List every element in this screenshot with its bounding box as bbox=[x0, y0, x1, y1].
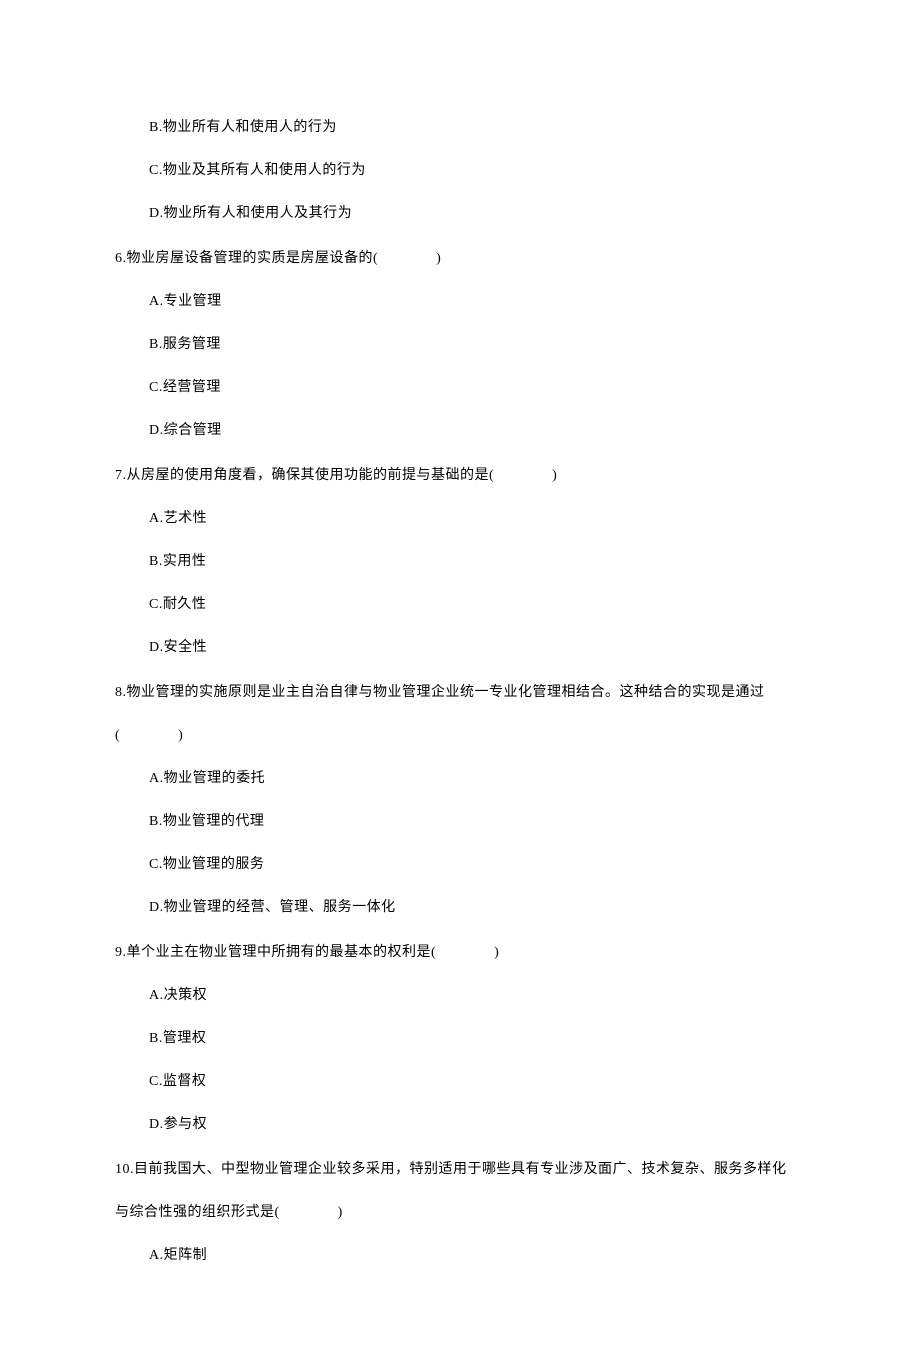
q6-option-c: C.经营管理 bbox=[149, 377, 805, 398]
q10-option-a: A.矩阵制 bbox=[149, 1245, 805, 1266]
q5-option-d: D.物业所有人和使用人及其行为 bbox=[149, 203, 805, 224]
q6-option-a: A.专业管理 bbox=[149, 291, 805, 312]
q8-stem: 8.物业管理的实施原则是业主自治自律与物业管理企业统一专业化管理相结合。这种结合… bbox=[115, 682, 805, 703]
q7-option-b: B.实用性 bbox=[149, 551, 805, 572]
q7-option-a: A.艺术性 bbox=[149, 508, 805, 529]
q6-option-d: D.综合管理 bbox=[149, 420, 805, 441]
q5-option-b: B.物业所有人和使用人的行为 bbox=[149, 117, 805, 138]
q9-option-c: C.监督权 bbox=[149, 1071, 805, 1092]
q5-option-c: C.物业及其所有人和使用人的行为 bbox=[149, 160, 805, 181]
q9-stem: 9.单个业主在物业管理中所拥有的最基本的权利是( ) bbox=[115, 942, 805, 963]
q10-stem-cont: 与综合性强的组织形式是( ) bbox=[115, 1202, 805, 1223]
q6-stem: 6.物业房屋设备管理的实质是房屋设备的( ) bbox=[115, 248, 805, 269]
q9-option-b: B.管理权 bbox=[149, 1028, 805, 1049]
q9-option-d: D.参与权 bbox=[149, 1114, 805, 1135]
q8-option-a: A.物业管理的委托 bbox=[149, 768, 805, 789]
q6-option-b: B.服务管理 bbox=[149, 334, 805, 355]
q7-option-d: D.安全性 bbox=[149, 637, 805, 658]
q8-option-b: B.物业管理的代理 bbox=[149, 811, 805, 832]
q8-stem-cont: ( ) bbox=[115, 725, 805, 746]
q8-option-c: C.物业管理的服务 bbox=[149, 854, 805, 875]
q7-stem: 7.从房屋的使用角度看，确保其使用功能的前提与基础的是( ) bbox=[115, 465, 805, 486]
q10-stem: 10.目前我国大、中型物业管理企业较多采用，特别适用于哪些具有专业涉及面广、技术… bbox=[115, 1159, 805, 1180]
q8-option-d: D.物业管理的经营、管理、服务一体化 bbox=[149, 897, 805, 918]
q7-option-c: C.耐久性 bbox=[149, 594, 805, 615]
q9-option-a: A.决策权 bbox=[149, 985, 805, 1006]
